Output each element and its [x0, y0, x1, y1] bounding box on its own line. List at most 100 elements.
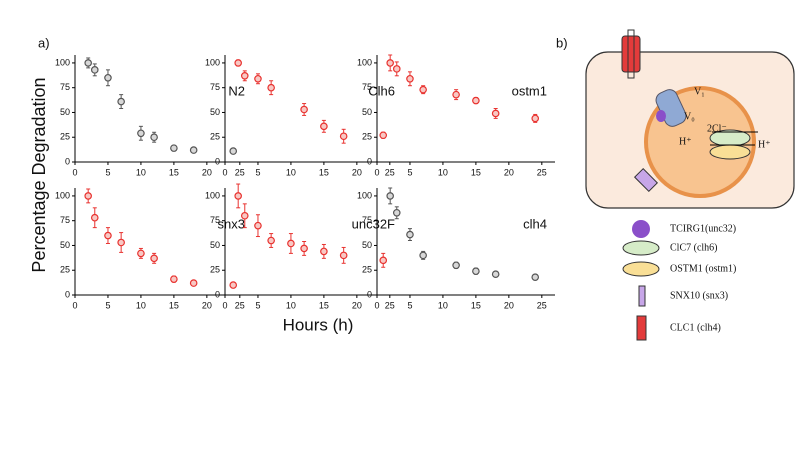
x-tick-label: 10: [136, 300, 146, 310]
x-tick-label: 10: [286, 167, 296, 177]
point: [234, 192, 242, 200]
y-tick-label: 50: [60, 107, 70, 117]
y-tick-label: 100: [205, 190, 220, 200]
y-tick-label: 75: [210, 82, 220, 92]
y-tick-label: 50: [362, 107, 372, 117]
point: [240, 72, 249, 80]
point: [150, 254, 158, 263]
point: [339, 251, 348, 260]
point: [392, 65, 401, 73]
y-axis-label: Percentage Degradation: [29, 77, 49, 272]
point: [300, 105, 308, 114]
x-tick-label: 0: [72, 300, 77, 310]
point: [452, 90, 460, 99]
chart-title: N2: [228, 83, 245, 98]
x-tick-label: 15: [169, 167, 179, 177]
y-tick-label: 0: [367, 156, 372, 166]
point: [472, 267, 480, 276]
chart-title: Clh6: [368, 83, 395, 98]
point: [392, 208, 401, 217]
point: [267, 83, 275, 92]
point: [189, 279, 198, 287]
y-tick-label: 50: [210, 240, 220, 250]
point: [287, 239, 295, 248]
x-tick-label: 25: [385, 300, 395, 310]
point: [254, 221, 262, 230]
point: [170, 275, 178, 283]
x-tick-label: 25: [385, 167, 395, 177]
y-tick-label: 75: [362, 215, 372, 225]
x-tick-label: 20: [352, 167, 362, 177]
y-tick-label: 50: [362, 240, 372, 250]
point: [531, 273, 540, 281]
point: [240, 211, 249, 220]
point: [419, 85, 427, 94]
point: [267, 236, 275, 245]
point: [491, 109, 500, 118]
x-tick-label: 0: [222, 167, 227, 177]
y-tick-label: 25: [362, 265, 372, 275]
y-tick-label: 100: [55, 57, 70, 67]
x-tick-label: 20: [202, 300, 212, 310]
point: [472, 96, 480, 105]
legend-icon: [638, 285, 646, 307]
clc1-stalk: [627, 29, 635, 79]
y-tick-label: 25: [60, 132, 70, 142]
ostm1: [709, 144, 751, 160]
x-tick-label: 5: [407, 300, 412, 310]
y-tick-label: 75: [60, 215, 70, 225]
x-tick-label: 5: [105, 167, 110, 177]
point: [320, 122, 328, 131]
point: [386, 59, 394, 67]
x-tick-label: 10: [438, 300, 448, 310]
legend-icon: [622, 261, 660, 277]
chart-title: snx3: [218, 216, 245, 231]
y-tick-label: 100: [205, 57, 220, 67]
panel-label: b): [556, 35, 568, 50]
y-tick-label: 25: [210, 132, 220, 142]
legend-text: ClC7 (clh6): [670, 242, 718, 253]
chart-title: ostm1: [512, 83, 547, 98]
x-tick-label: 0: [374, 167, 379, 177]
point: [254, 74, 262, 83]
point: [117, 97, 125, 106]
y-tick-label: 0: [215, 289, 220, 299]
x-tick-label: 15: [471, 167, 481, 177]
x-tick-label: 25: [537, 300, 547, 310]
point: [406, 230, 414, 239]
legend-icon: [636, 315, 647, 341]
point: [531, 114, 540, 123]
point: [137, 249, 145, 258]
point: [234, 59, 242, 67]
point: [386, 192, 394, 200]
x-tick-label: 5: [105, 300, 110, 310]
point: [84, 192, 92, 200]
diagram-label: V₁: [694, 86, 705, 97]
y-tick-label: 100: [55, 190, 70, 200]
x-tick-label: 20: [352, 300, 362, 310]
y-tick-label: 75: [210, 215, 220, 225]
panel-label: a): [38, 35, 50, 50]
diagram-label: V₀: [684, 111, 695, 122]
legend-text: CLC1 (clh4): [670, 322, 721, 333]
x-tick-label: 20: [504, 167, 514, 177]
y-tick-label: 0: [367, 289, 372, 299]
point: [339, 132, 348, 141]
y-tick-label: 50: [210, 107, 220, 117]
point: [170, 144, 178, 152]
x-tick-label: 0: [72, 167, 77, 177]
diagram-label: H⁺: [758, 139, 771, 150]
point: [320, 247, 328, 256]
point: [229, 147, 238, 155]
diagram-label: 2Cl⁻: [707, 123, 727, 134]
y-tick-label: 25: [60, 265, 70, 275]
point: [90, 213, 99, 222]
chart-title: unc32F: [352, 216, 395, 231]
legend-text: SNX10 (snx3): [670, 290, 728, 301]
x-tick-label: 20: [202, 167, 212, 177]
point: [189, 146, 198, 154]
point: [229, 281, 238, 289]
y-tick-label: 75: [60, 82, 70, 92]
point: [137, 129, 145, 138]
